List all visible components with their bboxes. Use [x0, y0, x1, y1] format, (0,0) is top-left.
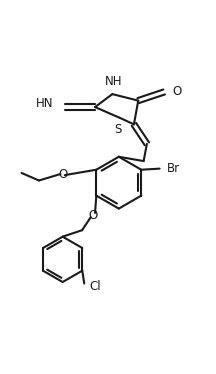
- Text: Br: Br: [167, 162, 180, 175]
- Text: O: O: [88, 209, 97, 221]
- Text: O: O: [172, 86, 182, 98]
- Text: S: S: [114, 123, 122, 136]
- Text: Cl: Cl: [90, 280, 101, 293]
- Text: HN: HN: [35, 97, 53, 110]
- Text: NH: NH: [105, 75, 122, 88]
- Text: O: O: [58, 168, 67, 181]
